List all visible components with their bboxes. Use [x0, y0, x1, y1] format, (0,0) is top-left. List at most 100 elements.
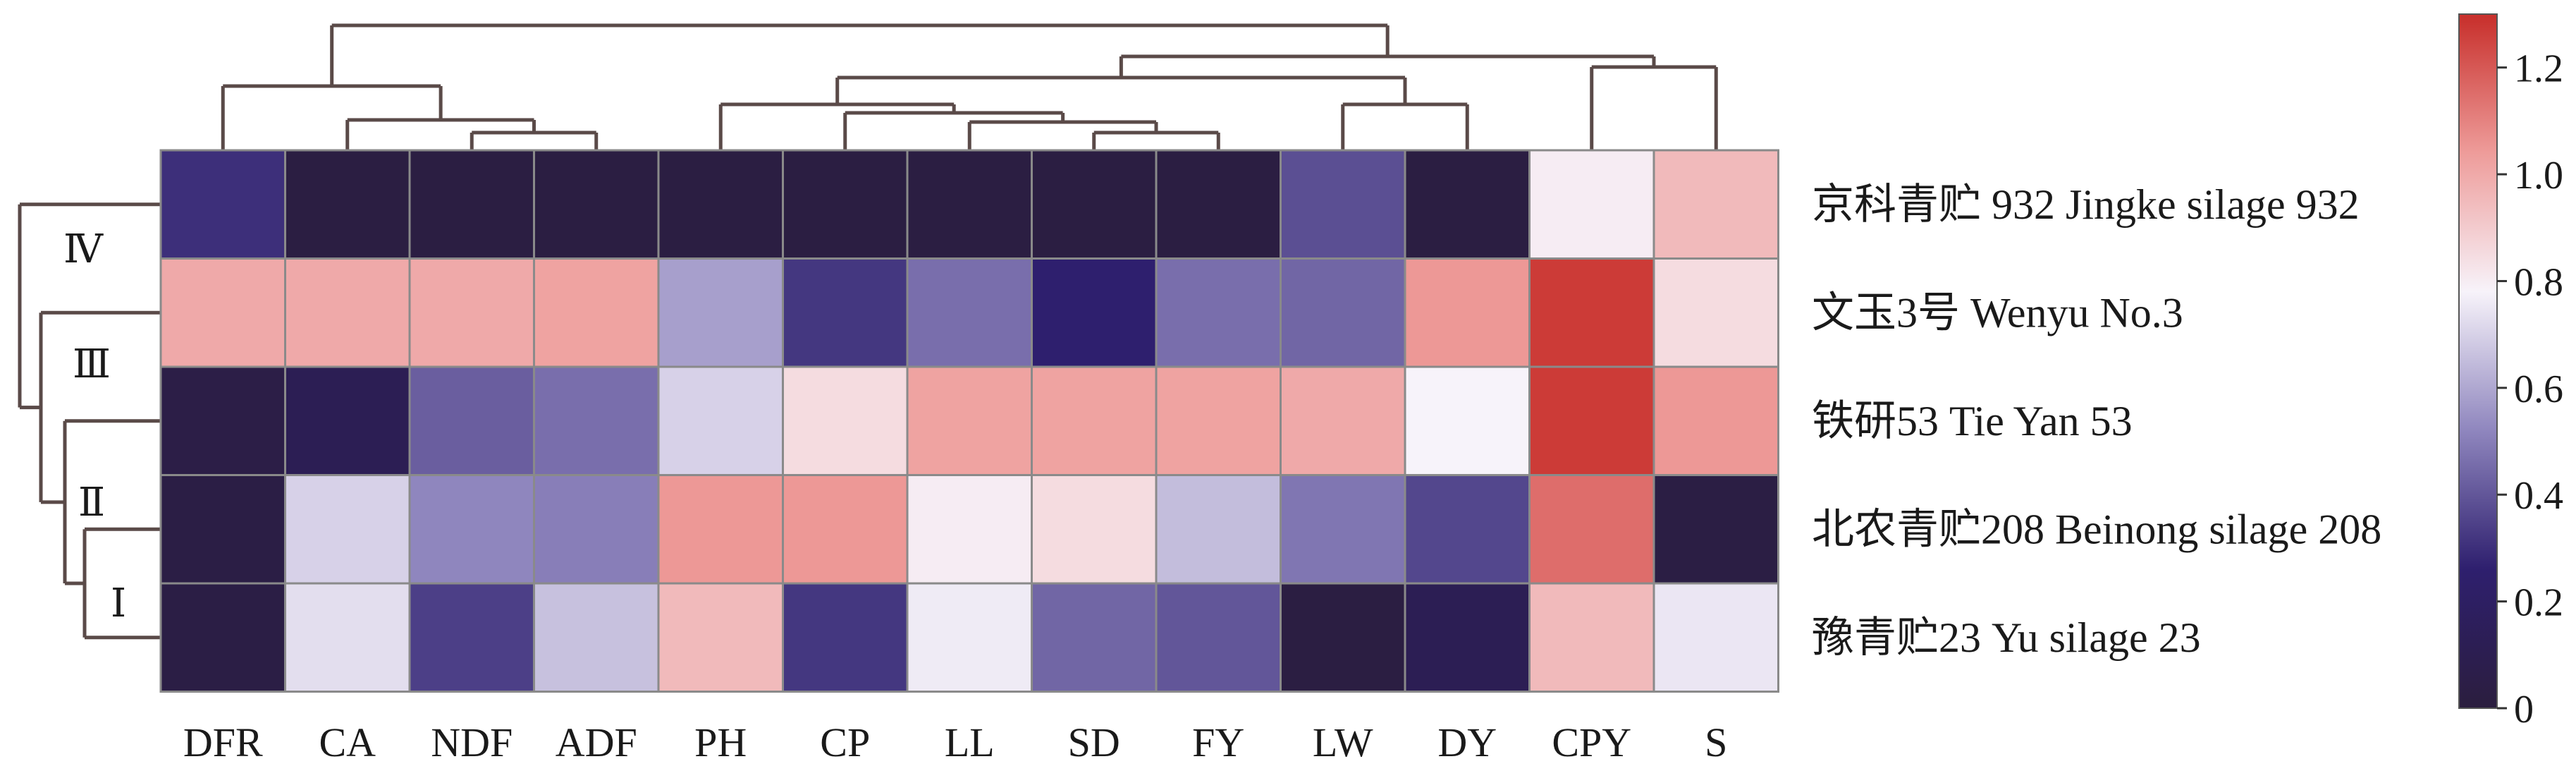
heatmap-cell — [906, 582, 1033, 693]
column-label: DFR — [183, 719, 263, 759]
colorbar-tick-label: 0.6 — [2514, 368, 2563, 411]
column-label: DY — [1437, 719, 1497, 759]
column-label: CPY — [1552, 719, 1631, 759]
row-label: 文玉3号 Wenyu No.3 — [1812, 289, 2183, 336]
heatmap-cell — [159, 365, 286, 476]
heatmap-cell — [284, 582, 411, 693]
heatmap-cell — [533, 365, 660, 476]
column-label: NDF — [431, 719, 513, 759]
column-label: SD — [1068, 719, 1120, 759]
heatmap-cell — [782, 474, 909, 585]
heatmap-cell — [782, 582, 909, 693]
heatmap-cell — [1155, 257, 1282, 368]
heatmap-cell — [1031, 474, 1158, 585]
heatmap-cell — [1404, 149, 1531, 260]
heatmap-cell — [1528, 149, 1655, 260]
heatmap-cell — [408, 257, 535, 368]
heatmap-cell — [657, 365, 784, 476]
column-label: LL — [945, 719, 995, 759]
colorbar-tick-label: 0.4 — [2514, 474, 2563, 518]
row-cluster-labels: Ⅳ Ⅲ Ⅱ Ⅰ — [63, 228, 126, 626]
column-labels: DFR CA NDF ADF PH CP LL SD FY LW DY CPY S — [183, 719, 1728, 759]
heatmap-cell — [159, 149, 286, 260]
heatmap-cell — [408, 365, 535, 476]
colorbar-tick-label: 1.0 — [2514, 154, 2563, 198]
heatmap-cell — [533, 474, 660, 585]
heatmap-cell — [906, 149, 1033, 260]
heatmap-cell — [1652, 582, 1779, 693]
heatmap-cell — [284, 257, 411, 368]
column-label: CP — [820, 719, 870, 759]
heatmap-cell — [1652, 474, 1779, 585]
column-label: PH — [694, 719, 747, 759]
heatmap-cell — [1404, 474, 1531, 585]
heatmap-cell — [1652, 149, 1779, 260]
heatmap-cell — [1031, 365, 1158, 476]
column-dendrogram — [221, 23, 1718, 150]
heatmap-cell — [1528, 257, 1655, 368]
row-label: 京科青贮 932 Jingke silage 932 — [1812, 181, 2360, 228]
heatmap-cell — [782, 149, 909, 260]
heatmap-cell — [1155, 582, 1282, 693]
column-label: CA — [319, 719, 376, 759]
heatmap-cell — [1280, 149, 1406, 260]
colorbar-tick-label: 0 — [2514, 688, 2534, 731]
heatmap-cell — [1280, 582, 1406, 693]
heatmap-cell — [1404, 257, 1531, 368]
row-label: 豫青贮23 Yu silage 23 — [1812, 614, 2201, 661]
cluster-label: Ⅱ — [78, 481, 105, 525]
heatmap-cell — [1280, 474, 1406, 585]
heatmap-cell — [1155, 149, 1282, 260]
row-dendrogram — [18, 202, 161, 640]
cluster-label: Ⅲ — [73, 343, 111, 387]
heatmap-cell — [1528, 365, 1655, 476]
heatmap-cell — [657, 474, 784, 585]
row-label: 北农青贮208 Beinong silage 208 — [1812, 506, 2381, 552]
heatmap-cell — [1031, 257, 1158, 368]
heatmap-cell — [906, 365, 1033, 476]
heatmap-cell — [657, 257, 784, 368]
row-labels: 京科青贮 932 Jingke silage 932 文玉3号 Wenyu No.… — [1812, 181, 2381, 661]
heatmap-cell — [533, 149, 660, 260]
heatmap-cell — [1155, 365, 1282, 476]
heatmap-cell — [159, 257, 286, 368]
colorbar-tick-label: 1.2 — [2514, 47, 2563, 91]
heatmap-cell — [1404, 365, 1531, 476]
heatmap-cell — [1404, 582, 1531, 693]
heatmap-cell — [284, 474, 411, 585]
column-label: S — [1705, 719, 1727, 759]
heatmap-cell — [408, 149, 535, 260]
heatmap-cell — [159, 582, 286, 693]
column-label: FY — [1192, 719, 1244, 759]
colorbar-tick-label: 0.8 — [2514, 260, 2563, 304]
heatmap-cell — [1031, 582, 1158, 693]
heatmap-cell — [533, 582, 660, 693]
heatmap-cell — [408, 582, 535, 693]
heatmap-cell — [782, 257, 909, 368]
row-label: 铁研53 Tie Yan 53 — [1812, 398, 2133, 444]
heatmap-cell — [284, 149, 411, 260]
heatmap-cell — [533, 257, 660, 368]
heatmap-cell — [284, 365, 411, 476]
heatmap-cell — [906, 257, 1033, 368]
heatmap-cell — [1528, 474, 1655, 585]
heatmap-cell — [408, 474, 535, 585]
cluster-label: Ⅰ — [111, 582, 126, 626]
heatmap-grid — [159, 149, 1779, 693]
heatmap-cell — [1280, 365, 1406, 476]
heatmap-cell — [159, 474, 286, 585]
heatmap-cell — [1652, 365, 1779, 476]
colorbar-gradient — [2458, 13, 2498, 709]
heatmap-cell — [657, 149, 784, 260]
heatmap-cell — [906, 474, 1033, 585]
cluster-label: Ⅳ — [63, 228, 104, 272]
colorbar-tick-label: 0.2 — [2514, 581, 2563, 625]
column-label: ADF — [556, 719, 637, 759]
column-label: LW — [1313, 719, 1373, 759]
heatmap-cell — [1155, 474, 1282, 585]
heatmap-cell — [1280, 257, 1406, 368]
colorbar: 0 0.2 0.4 0.6 0.8 1.0 1.2 — [2458, 13, 2563, 731]
heatmap-cell — [1528, 582, 1655, 693]
